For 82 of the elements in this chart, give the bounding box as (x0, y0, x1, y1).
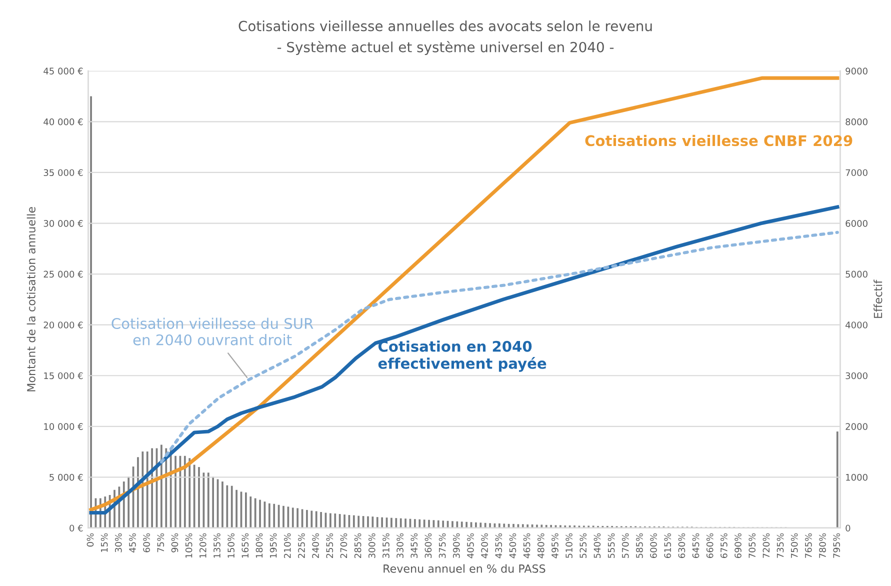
x-tick-label: 570% (622, 533, 629, 558)
x-tick-label: 675% (720, 533, 728, 558)
x-tick-label: 315% (382, 533, 390, 558)
x-tick-label: 735% (776, 533, 784, 558)
x-axis-title: Revenu annuel en % du PASS (384, 564, 546, 573)
x-tick-label: 120% (199, 533, 206, 558)
x-tick-label: 510% (566, 533, 572, 558)
x-tick-label: 75% (157, 533, 164, 552)
x-tick-label: 435% (495, 533, 502, 558)
x-tick-label: 750% (790, 533, 798, 558)
y-tick-label: 45 000 € (44, 68, 83, 74)
x-tick-label: 600% (650, 533, 657, 558)
x-tick-label: 540% (594, 533, 601, 558)
x-tick-label: 0% (86, 533, 94, 547)
y2-tick-label: 8000 (846, 118, 868, 126)
x-tick-label: 420% (481, 533, 488, 558)
x-tick-label: 780% (819, 533, 826, 558)
y2-tick-label: 7000 (846, 169, 868, 176)
series-label: Cotisations vieillesse CNBF 2029 (585, 134, 852, 146)
y-tick-label: 10 000 € (44, 423, 83, 430)
x-tick-label: 690% (734, 533, 742, 558)
x-tick-label: 105% (185, 533, 192, 558)
x-tick-label: 165% (242, 533, 249, 558)
x-tick-label: 15% (100, 533, 108, 552)
y2-tick-label: 5000 (846, 270, 868, 278)
y-tick-label: 15 000 € (44, 372, 83, 380)
y-tick-label: 40 000 € (44, 118, 83, 126)
x-tick-label: 60% (143, 533, 150, 552)
x-tick-label: 240% (312, 533, 319, 558)
x-tick-label: 345% (410, 533, 418, 558)
x-tick-label: 150% (228, 533, 234, 558)
x-tick-label: 630% (678, 533, 686, 558)
x-tick-label: 330% (396, 533, 404, 558)
x-tick-label: 270% (340, 533, 348, 558)
x-tick-label: 45% (129, 533, 136, 552)
y2-tick-label: 0 (846, 524, 850, 532)
x-tick-label: 765% (805, 533, 812, 558)
y2-axis-title: Effectif (874, 280, 882, 318)
x-tick-label: 450% (509, 533, 516, 558)
x-tick-label: 255% (326, 533, 334, 558)
x-tick-label: 405% (467, 533, 474, 558)
x-tick-label: 30% (114, 533, 122, 552)
x-tick-label: 285% (354, 533, 362, 558)
x-tick-label: 90% (171, 533, 178, 552)
x-tick-label: 705% (748, 533, 756, 558)
y2-tick-label: 4000 (846, 322, 868, 328)
series-label: Cotisation vieillesse du SUR en 2040 ouvrant droit (112, 318, 314, 346)
x-tick-label: 375% (438, 533, 446, 558)
chart-subtitle: - Système actuel et système universel en 2040 - (277, 41, 614, 56)
series-label: Cotisation en 2040 effectivement payée (378, 340, 546, 372)
x-tick-label: 390% (452, 533, 460, 558)
x-tick-label: 225% (298, 533, 305, 558)
x-tick-label: 180% (256, 533, 263, 558)
y2-tick-label: 6000 (846, 220, 868, 227)
y-tick-label: 0 € (70, 524, 83, 532)
x-tick-label: 720% (762, 533, 770, 558)
y2-tick-label: 9000 (846, 68, 868, 74)
x-tick-label: 795% (833, 533, 840, 558)
x-tick-label: 360% (424, 533, 432, 558)
y-tick-label: 35 000 € (44, 169, 83, 176)
y-tick-label: 5 000 € (50, 474, 83, 481)
x-tick-label: 480% (537, 533, 544, 558)
x-tick-label: 585% (636, 533, 643, 558)
y2-tick-label: 1000 (846, 474, 868, 481)
y-tick-label: 30 000 € (44, 220, 83, 227)
x-tick-label: 210% (284, 533, 291, 558)
chart-title: Cotisations vieillesse annuelles des avocats selon le revenu (238, 20, 652, 32)
x-tick-label: 525% (580, 533, 587, 558)
x-tick-label: 615% (664, 533, 672, 558)
x-tick-label: 135% (214, 533, 220, 558)
x-tick-label: 465% (523, 533, 530, 558)
x-tick-label: 195% (270, 533, 277, 558)
x-tick-label: 660% (706, 533, 714, 558)
x-tick-label: 645% (692, 533, 700, 558)
x-tick-label: 300% (368, 533, 376, 558)
y-tick-label: 20 000 € (44, 322, 83, 328)
y2-tick-label: 2000 (846, 423, 868, 430)
x-tick-label: 555% (608, 533, 615, 558)
x-tick-label: 495% (552, 533, 558, 558)
y-axis-title: Montant de la cotisation annuelle (26, 207, 36, 392)
y-tick-label: 25 000 € (44, 270, 83, 278)
y2-tick-label: 3000 (846, 372, 868, 380)
